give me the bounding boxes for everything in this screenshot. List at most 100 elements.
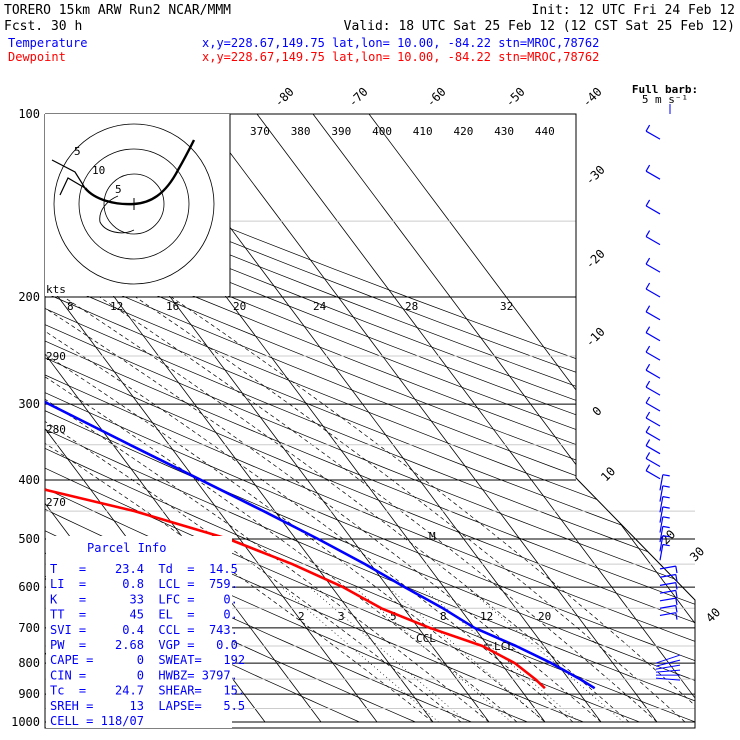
isotherm-label: -30 [583,163,608,188]
wind-barb [645,402,661,412]
wind-barb-flag [645,439,651,446]
theta-label-top: 420 [454,125,474,138]
wind-barb [655,669,681,673]
wind-barb-flag [645,199,651,207]
theta-label-top: 370 [250,125,270,138]
wind-barb-flag [662,496,670,499]
parcel-row: CELL = 118/07 [50,714,144,728]
annotation-ccl: CCL [416,632,436,645]
isotherm-label: -80 [272,85,297,110]
hodograph: 5 10 5 [45,114,231,296]
moist-adiabat [45,296,574,723]
wind-barb-flag [662,506,670,509]
wind-barb-flag [645,380,651,388]
wind-barb-flag [645,164,651,172]
wind-barb [645,236,661,246]
wind-barb [659,604,676,609]
wind-barbs [645,124,681,681]
pressure-label-900: 900 [18,687,40,701]
parcel-info-box: Parcel Info T = 23.4 Td = 14.5LI = 0.8 L… [46,536,245,728]
theta-labels-top: 370 380 390 400 410 420 430 440 [250,125,555,138]
wind-barb [645,417,661,427]
pressure-label-500: 500 [18,532,40,546]
parcel-row: SVI = 0.4 CCL = 743. [50,623,238,637]
theta-label-top: 390 [331,125,351,138]
parcel-info-rows: T = 23.4 Td = 14.5LI = 0.8 LCL = 759.K =… [50,562,245,728]
wind-barb-flag [645,411,651,419]
wind-barb [659,535,664,552]
wind-barb-flag [645,326,651,334]
pressure-label-300: 300 [18,397,40,411]
wind-barb-flag [662,525,670,529]
wind-barb [659,485,664,502]
wind-barb [655,654,681,664]
wind-barb-flag [645,345,651,353]
mixing-ratio-label: 8 [440,610,447,623]
plot-border [44,113,696,729]
parcel-row: Tc = 24.7 SHEAR= 15. [50,684,245,698]
wind-barb-flag [645,282,651,290]
wind-barb [645,170,661,180]
theta-label-top: 380 [291,125,311,138]
wind-barb [645,369,661,379]
forecast-hour: Fcst. 30 h [4,19,82,34]
isotherm-label: -20 [583,247,608,272]
speed-label-16: 16 [166,300,179,313]
wind-barb [645,470,661,480]
wind-barb-flag [645,464,651,472]
parcel-row: TT = 45 EL = 0. [50,608,238,622]
wind-barb [645,130,661,140]
init-time: Init: 12 UTC Fri 24 Feb 12 [532,3,736,18]
wind-barb-flag [645,305,651,313]
wind-barb [645,311,661,321]
mixing-ratio-line [354,586,512,723]
mixing-ratio-line [281,586,439,723]
mixing-ratio-label: 12 [480,610,493,623]
theta-label-top: 410 [413,125,433,138]
wind-barb-flag [645,396,651,404]
pressure-label-200: 200 [18,290,40,304]
barb-unit: 5 m s⁻¹ [642,93,688,106]
annotation-m: M [429,530,436,543]
parcel-row: LI = 0.8 LCL = 759. [50,577,238,591]
wind-barb-flag [645,230,651,237]
wind-barb [659,582,676,586]
wind-barb [645,445,661,455]
isotherm-line [368,114,695,723]
wind-barb [659,544,664,561]
temperature-location: x,y=228.67,149.75 lat,lon= 10.00, -84.22… [202,36,599,50]
speed-label-28: 28 [405,300,418,313]
mixing-ratio-label: 20 [538,610,551,623]
wind-barb [645,332,661,342]
wind-barb [659,589,676,594]
theta-label-top: 440 [535,125,555,138]
parcel-row: PW = 2.68 VGP = 0.0 [50,638,238,652]
mixing-ratio-label: 2 [298,610,305,623]
hodograph-speed-axis: kts 8 12 16 20 24 28 32 [46,283,513,313]
speed-label-32: 32 [500,300,513,313]
speed-label-20: 20 [233,300,246,313]
wind-barb [655,659,681,667]
temperature-legend: Temperature [8,36,87,50]
wind-barb-flag [662,485,670,488]
mixing-ratio-line [309,586,467,723]
isotherm-label: -10 [583,325,608,350]
parcel-info-title: Parcel Info [87,541,166,555]
pressure-label-1000: 1000 [11,715,40,729]
wind-barb [659,516,664,533]
pressure-label-600: 600 [18,580,40,594]
wind-barb [645,386,661,396]
isotherm-label: 0 [590,404,605,419]
valid-time: Valid: 18 UTC Sat 25 Feb 12 (12 CST Sat … [344,19,735,34]
theta-label-left: 270 [46,496,66,509]
parcel-row: SREH = 13 LAPSE= 5.5 [50,699,245,713]
parcel-row: CIN = 0 HWBZ= 3797. [50,668,238,682]
pressure-label-400: 400 [18,473,40,487]
wind-barb-flag [675,597,678,606]
wind-barb-flag [662,535,670,538]
hodo-ring-label-2: 10 [92,164,105,177]
wind-barb [645,457,661,468]
wind-barb-flag [645,124,651,132]
mixing-ratio-label: 3 [338,610,345,623]
isotherm-line [45,114,378,723]
